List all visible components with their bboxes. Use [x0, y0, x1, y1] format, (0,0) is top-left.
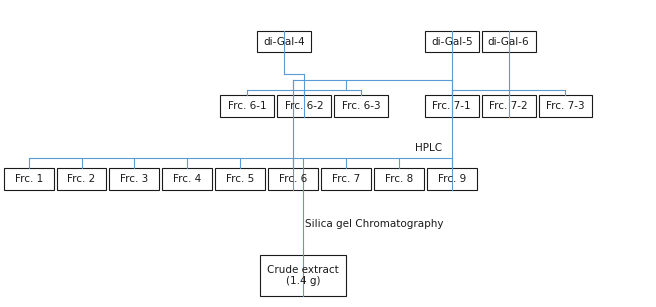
Text: di-Gal-6: di-Gal-6 — [488, 37, 529, 46]
Text: Frc. 4: Frc. 4 — [173, 174, 201, 184]
FancyBboxPatch shape — [260, 255, 346, 296]
Text: Frc. 6-2: Frc. 6-2 — [285, 101, 323, 111]
FancyBboxPatch shape — [220, 95, 274, 117]
Text: Crude extract
(1.4 g): Crude extract (1.4 g) — [267, 265, 339, 286]
FancyBboxPatch shape — [110, 168, 159, 190]
FancyBboxPatch shape — [427, 168, 477, 190]
FancyBboxPatch shape — [257, 31, 311, 52]
Text: di-Gal-4: di-Gal-4 — [263, 37, 305, 46]
Text: Frc. 7-3: Frc. 7-3 — [546, 101, 584, 111]
Text: di-Gal-5: di-Gal-5 — [431, 37, 472, 46]
Text: Frc. 1: Frc. 1 — [14, 174, 43, 184]
Text: Frc. 3: Frc. 3 — [120, 174, 148, 184]
FancyBboxPatch shape — [56, 168, 106, 190]
FancyBboxPatch shape — [215, 168, 265, 190]
Text: Frc. 7-1: Frc. 7-1 — [432, 101, 471, 111]
Text: Silica gel Chromatography: Silica gel Chromatography — [305, 219, 443, 229]
Text: Frc. 5: Frc. 5 — [226, 174, 255, 184]
FancyBboxPatch shape — [321, 168, 371, 190]
FancyBboxPatch shape — [482, 31, 535, 52]
Text: Frc. 6-3: Frc. 6-3 — [342, 101, 380, 111]
FancyBboxPatch shape — [4, 168, 54, 190]
Text: HPLC: HPLC — [415, 143, 442, 153]
Text: Frc. 2: Frc. 2 — [68, 174, 96, 184]
Text: Frc. 9: Frc. 9 — [438, 174, 466, 184]
Text: Frc. 6: Frc. 6 — [279, 174, 307, 184]
Text: Frc. 8: Frc. 8 — [384, 174, 413, 184]
Text: Frc. 6-1: Frc. 6-1 — [228, 101, 266, 111]
Text: Frc. 7: Frc. 7 — [332, 174, 360, 184]
FancyBboxPatch shape — [539, 95, 592, 117]
FancyBboxPatch shape — [425, 95, 479, 117]
Text: Frc. 7-2: Frc. 7-2 — [489, 101, 528, 111]
FancyBboxPatch shape — [374, 168, 424, 190]
FancyBboxPatch shape — [162, 168, 213, 190]
FancyBboxPatch shape — [425, 31, 479, 52]
FancyBboxPatch shape — [268, 168, 318, 190]
FancyBboxPatch shape — [334, 95, 388, 117]
FancyBboxPatch shape — [482, 95, 535, 117]
FancyBboxPatch shape — [277, 95, 331, 117]
